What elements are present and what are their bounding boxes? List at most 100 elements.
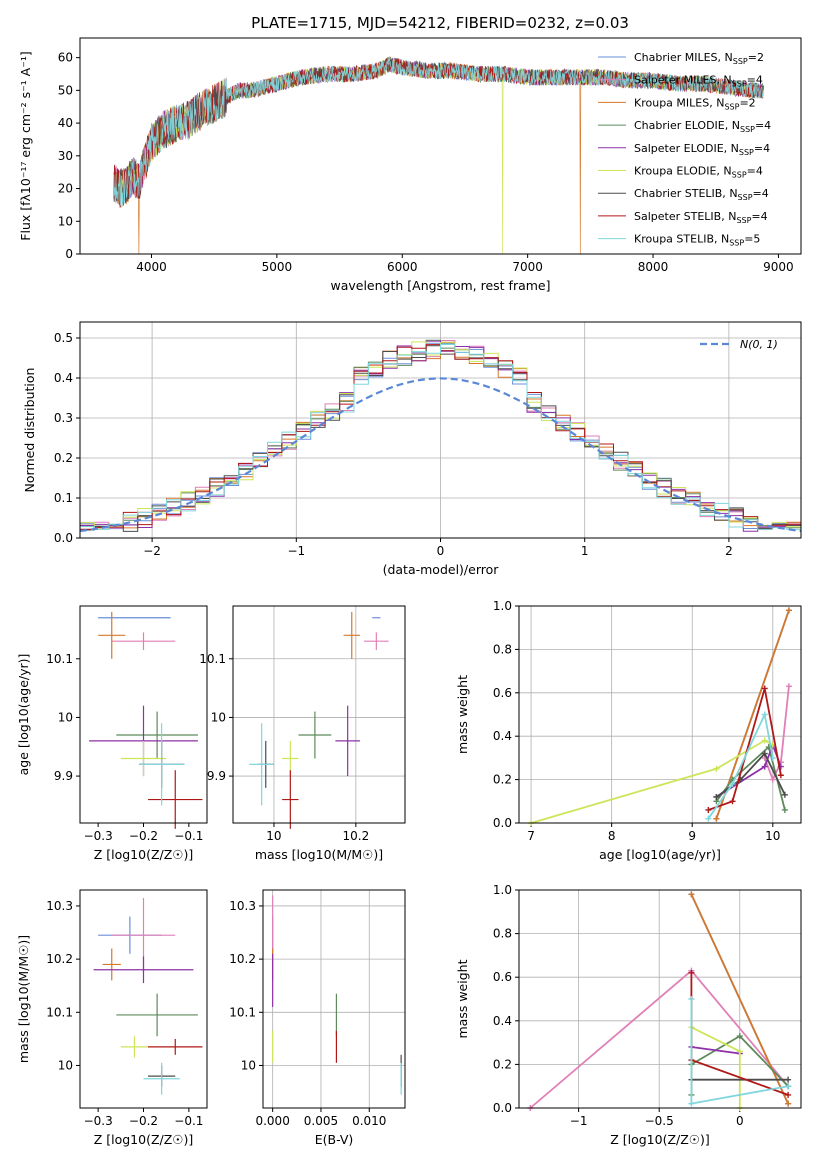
x-tick-label: −0.1 bbox=[174, 829, 203, 843]
x-tick-label: 2 bbox=[725, 544, 733, 558]
y-tick-label: 30 bbox=[58, 149, 73, 163]
errorbar-point bbox=[116, 711, 198, 759]
y-tick-label: 0 bbox=[65, 247, 73, 261]
axes-frame bbox=[518, 605, 802, 824]
y-tick-label: 10.3 bbox=[46, 899, 73, 913]
errorbar-point bbox=[98, 611, 126, 659]
y-tick-label: 0.4 bbox=[54, 371, 73, 385]
errorbar-point bbox=[120, 1036, 149, 1058]
mass-weight-marker bbox=[761, 711, 768, 718]
spectrum-line bbox=[113, 59, 764, 206]
y-tick-label: 0.6 bbox=[493, 970, 512, 984]
x-tick-label: −0.1 bbox=[174, 1114, 203, 1128]
x-axis-label: mass [log10(M/M☉)] bbox=[255, 847, 383, 862]
x-tick-label: 0 bbox=[736, 1114, 744, 1128]
y-tick-label: 9.9 bbox=[207, 769, 226, 783]
mass-weight-marker bbox=[713, 793, 720, 800]
axes-frame bbox=[79, 37, 802, 255]
y-tick-label: 0.2 bbox=[54, 451, 73, 465]
y-tick-label: 10.2 bbox=[46, 952, 73, 966]
x-tick-label: 7 bbox=[527, 829, 535, 843]
mass-weight-marker bbox=[769, 776, 776, 783]
y-tick-label: 60 bbox=[58, 51, 73, 65]
x-tick-label: −0.5 bbox=[645, 1114, 674, 1128]
errorbar-point bbox=[343, 611, 360, 659]
legend-label: N(0, 1) bbox=[740, 338, 778, 351]
panel-age_vs_mass: 10 10.2 9.9 10 10.1 mass [log10(M/M☉)] bbox=[199, 605, 406, 862]
mass-weight-marker bbox=[688, 996, 695, 1002]
y-axis-label: Normed distribution bbox=[22, 368, 37, 493]
y-tick-label: 10.2 bbox=[229, 952, 256, 966]
mass-weight-marker bbox=[761, 685, 768, 692]
y-axis-label: mass weight bbox=[455, 675, 470, 754]
legend-label: Salpeter MILES, NSSP=4 bbox=[634, 74, 763, 89]
legend-label: Chabrier ELODIE, NSSP=4 bbox=[634, 119, 771, 134]
x-tick-label: 5000 bbox=[262, 260, 293, 274]
x-tick-label: −1 bbox=[287, 544, 305, 558]
y-tick-label: 10 bbox=[241, 1058, 256, 1072]
x-tick-label: −1 bbox=[570, 1114, 588, 1128]
x-tick-label: 9000 bbox=[763, 260, 794, 274]
mass-weight-marker bbox=[705, 815, 712, 822]
y-tick-label: 0.5 bbox=[54, 331, 73, 345]
mass-weight-marker bbox=[736, 1033, 743, 1040]
errorbar-point bbox=[116, 993, 198, 1037]
x-tick-label: −0.3 bbox=[84, 1114, 113, 1128]
legend-label: Kroupa ELODIE, NSSP=4 bbox=[634, 165, 763, 180]
y-tick-label: 10 bbox=[58, 214, 73, 228]
histogram-step bbox=[80, 344, 801, 530]
y-tick-label: 10.1 bbox=[46, 652, 73, 666]
y-tick-label: 0.2 bbox=[493, 773, 512, 787]
mass-weight-line bbox=[707, 688, 782, 811]
x-tick-label: 4000 bbox=[136, 260, 167, 274]
mass-weight-marker bbox=[785, 1100, 792, 1107]
mass-weight-marker bbox=[705, 806, 712, 813]
errorbar-point bbox=[143, 1062, 180, 1095]
axes-frame bbox=[79, 889, 208, 1109]
mass-weight-marker bbox=[761, 737, 768, 744]
errorbar-point bbox=[298, 711, 332, 759]
y-tick-label: 0.0 bbox=[493, 816, 512, 830]
mass-weight-marker bbox=[785, 1083, 792, 1090]
errorbar-point bbox=[364, 632, 389, 650]
y-tick-label: 9.9 bbox=[54, 769, 73, 783]
axes-frame bbox=[79, 321, 802, 539]
x-tick-label: 0.000 bbox=[255, 1114, 289, 1128]
mass-weight-marker bbox=[688, 1100, 695, 1107]
y-tick-label: 0.4 bbox=[493, 729, 512, 743]
y-tick-label: 40 bbox=[58, 116, 73, 130]
axes-frame bbox=[262, 889, 406, 1109]
panel-mass_vs_Z: −0.3 −0.2 −0.1 10 10.1 10.2 10.3 Z [log10(Z/Z☉)… bbox=[16, 889, 208, 1147]
errorbar-point bbox=[120, 740, 167, 777]
mass-weight-marker bbox=[785, 1076, 792, 1083]
x-tick-label: 7000 bbox=[512, 260, 543, 274]
y-tick-label: 0.3 bbox=[54, 411, 73, 425]
mass-weight-marker bbox=[713, 765, 720, 772]
x-tick-label: 0.010 bbox=[352, 1114, 386, 1128]
mass-weight-line bbox=[530, 739, 774, 824]
y-tick-label: 10 bbox=[58, 710, 73, 724]
y-tick-label: 10.1 bbox=[199, 652, 226, 666]
y-tick-label: 0.1 bbox=[54, 491, 73, 505]
x-tick-label: 0.005 bbox=[304, 1114, 338, 1128]
y-tick-label: 0.0 bbox=[493, 1101, 512, 1115]
axes-frame bbox=[79, 605, 208, 824]
y-tick-label: 20 bbox=[58, 182, 73, 196]
x-axis-label: Z [log10(Z/Z☉)] bbox=[610, 1132, 710, 1147]
mass-weight-marker bbox=[729, 780, 736, 787]
axes-frame bbox=[518, 889, 802, 1109]
mass-weight-marker bbox=[785, 607, 792, 614]
mass-weight-marker bbox=[713, 815, 720, 822]
errorbar-point bbox=[282, 770, 299, 829]
mass-weight-marker bbox=[688, 891, 695, 898]
legend-label: Chabrier STELIB, NSSP=4 bbox=[634, 187, 769, 202]
y-axis-label: age [log10(age/yr)] bbox=[16, 654, 31, 776]
errorbar-point bbox=[148, 1038, 203, 1055]
mass-weight-marker bbox=[781, 791, 788, 798]
panel-mw_vs_age: 7 8 9 10 0.0 0.2 0.4 0.6 0.8 1.0 age [log10(age/yr… bbox=[455, 599, 802, 862]
axes-frame bbox=[232, 605, 406, 824]
mass-weight-line bbox=[715, 745, 786, 811]
y-tick-label: 0.8 bbox=[493, 642, 512, 656]
x-axis-label: (data-model)/error bbox=[383, 562, 500, 577]
